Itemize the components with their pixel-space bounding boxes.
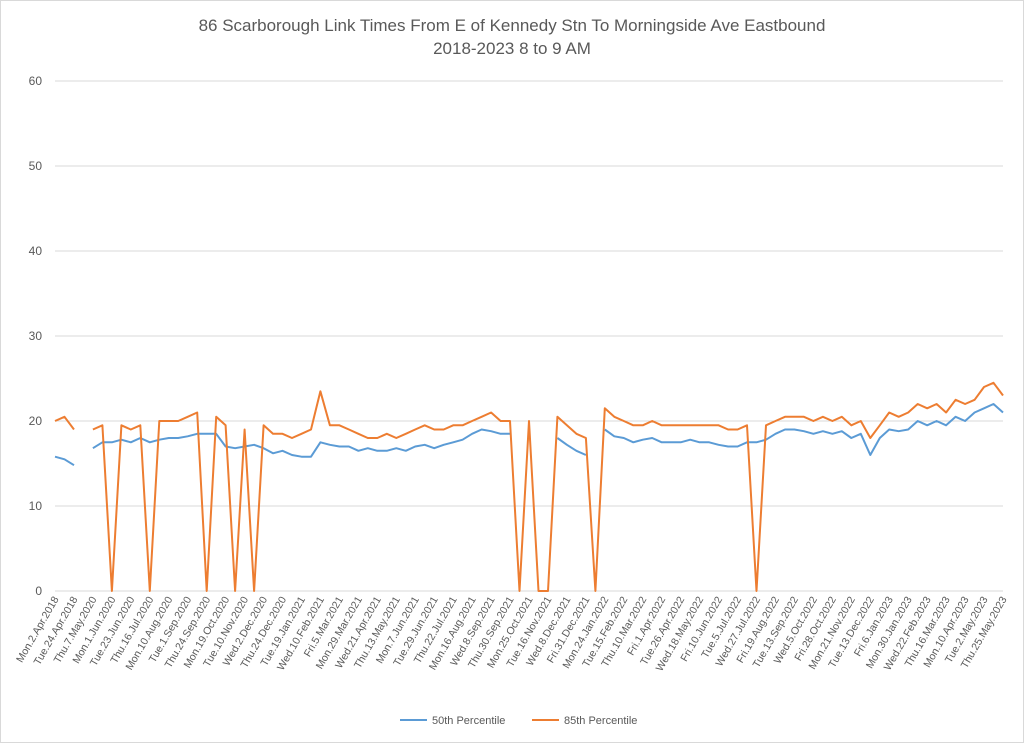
legend-label: 85th Percentile [564,715,637,727]
series-line-85th [54,381,1004,592]
y-tick-label: 0 [35,584,42,598]
y-tick-label: 60 [29,74,43,88]
y-tick-label: 20 [29,414,43,428]
y-tick-label: 10 [29,499,43,513]
y-tick-label: 50 [29,159,43,173]
chart-subtitle: 2018-2023 8 to 9 AM [433,39,591,58]
y-tick-label: 40 [29,244,43,258]
series-line-50th [54,403,1004,467]
chart-title: 86 Scarborough Link Times From E of Kenn… [198,16,826,35]
y-tick-label: 30 [29,329,43,343]
legend-label: 50th Percentile [432,715,505,727]
